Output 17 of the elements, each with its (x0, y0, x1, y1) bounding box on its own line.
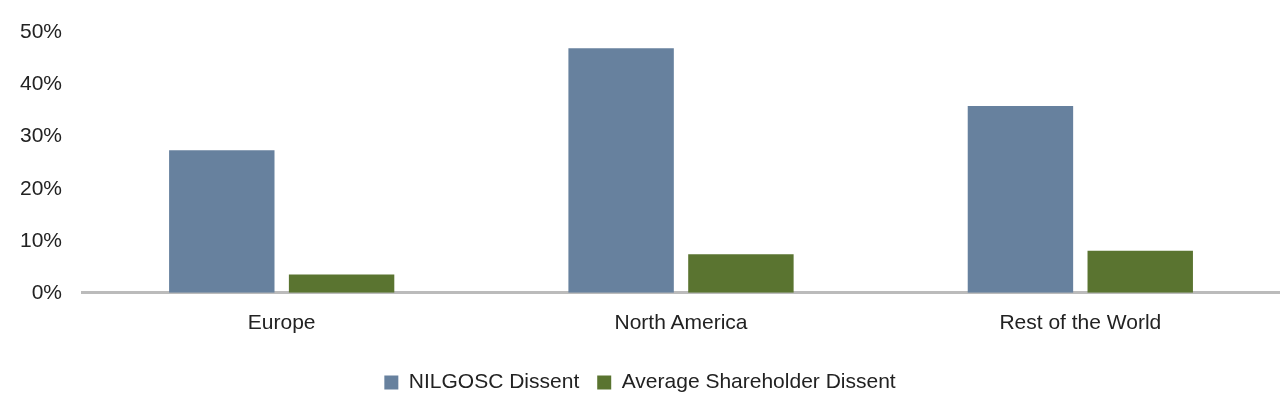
y-tick-label: 20% (20, 175, 63, 199)
bar (169, 150, 275, 293)
y-tick-label: 0% (31, 279, 63, 303)
y-tick-label: 50% (20, 19, 63, 43)
x-tick-label: North America (614, 310, 748, 334)
legend-label: NILGOSC Dissent (408, 369, 580, 393)
bar (288, 274, 395, 293)
bar (967, 105, 1074, 293)
y-tick-label: 30% (20, 123, 63, 147)
legend-label: Average Shareholder Dissent (621, 369, 896, 393)
bar (688, 254, 794, 293)
bar (568, 48, 674, 293)
y-tick-label: 10% (20, 227, 63, 251)
x-tick-label: Rest of the World (999, 310, 1162, 334)
y-tick-label: 40% (20, 71, 63, 95)
x-tick-label: Europe (247, 310, 316, 334)
bar (1087, 250, 1193, 293)
